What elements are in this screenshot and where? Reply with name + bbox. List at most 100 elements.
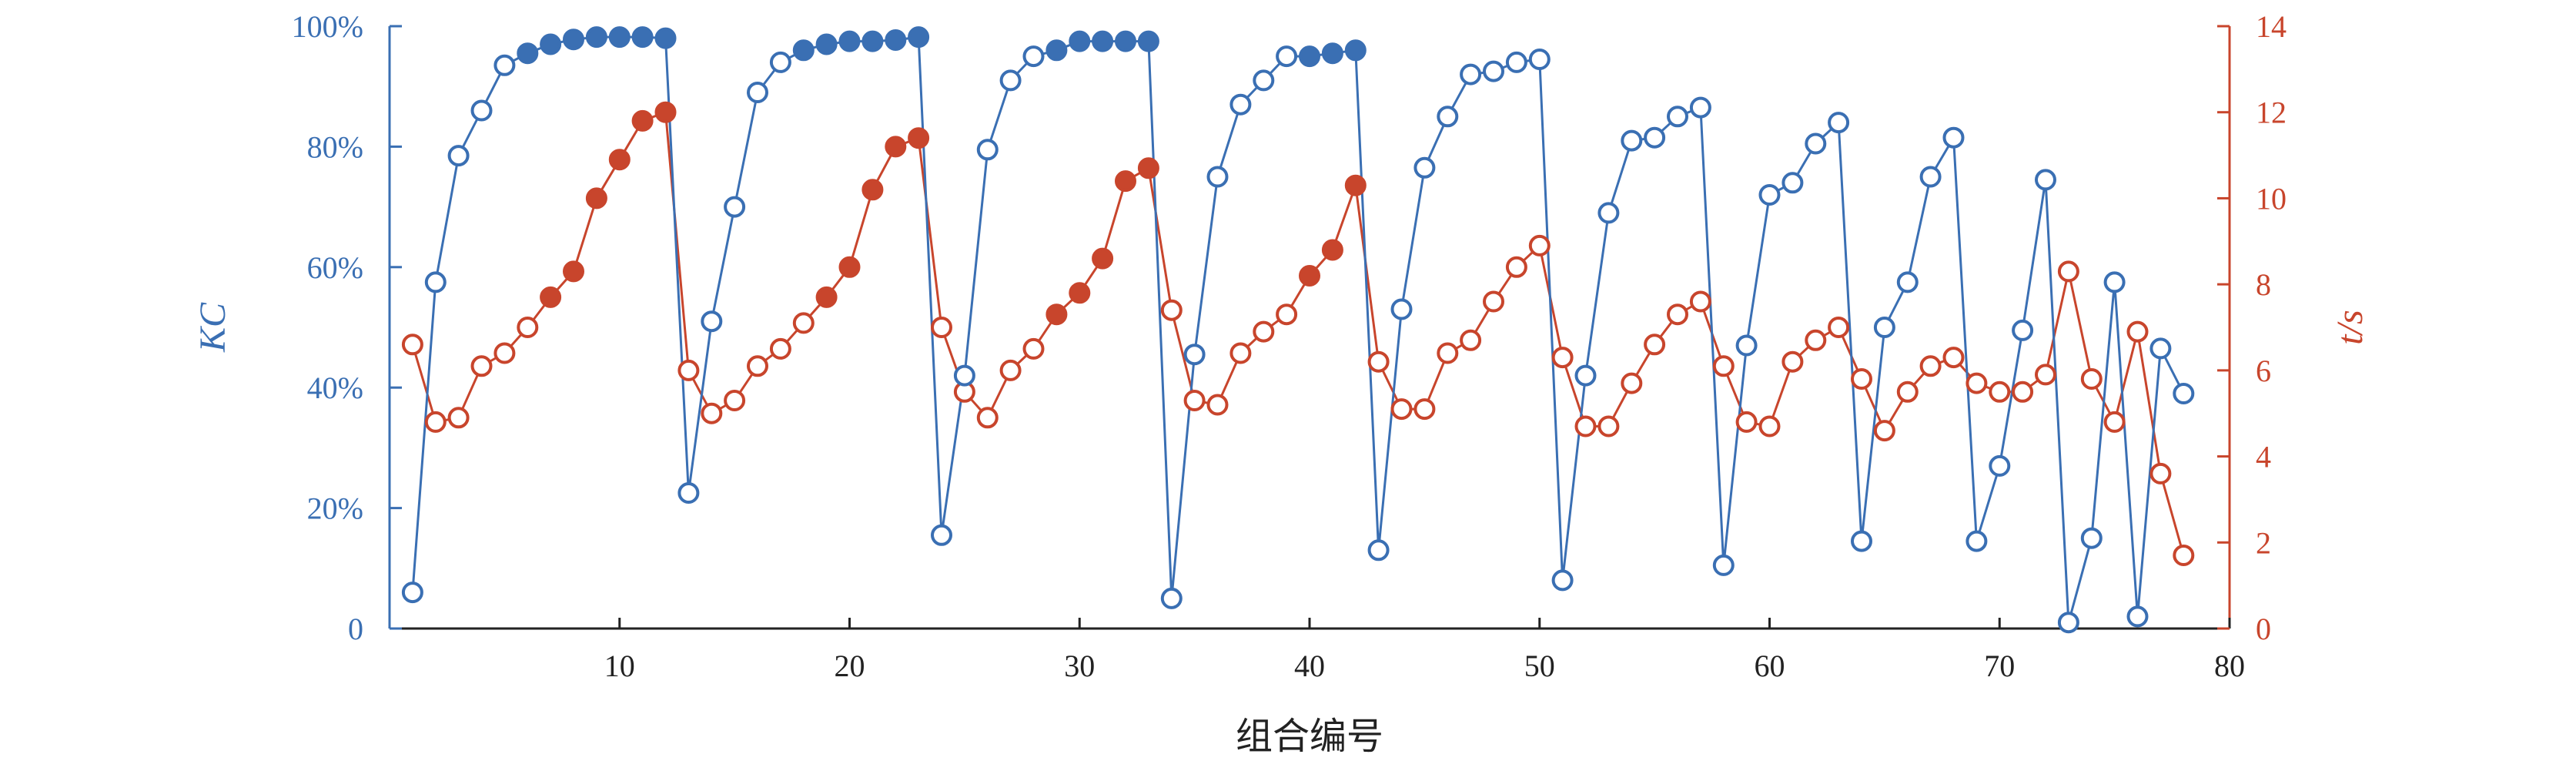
labels: 组合编号 KC t/s: [192, 302, 2370, 757]
time-point: [540, 286, 562, 308]
left-y-tick-label: 40%: [307, 370, 363, 405]
x-tick-label: 50: [1524, 649, 1555, 683]
right-y-axis-title: t/s: [2330, 310, 2370, 344]
kc-point: [999, 69, 1022, 92]
kc-point: [2103, 271, 2126, 293]
time-point: [1460, 329, 1482, 351]
time-point: [976, 407, 999, 429]
kc-point: [1873, 317, 1895, 338]
time-point: [885, 136, 907, 158]
time-point: [2126, 320, 2149, 343]
x-tick-label: 60: [1755, 649, 1785, 683]
kc-point: [931, 524, 952, 546]
kc-point: [792, 39, 815, 62]
time-point: [1735, 411, 1758, 433]
kc-point: [631, 26, 654, 49]
kc-point: [493, 54, 516, 76]
time-point: [2149, 462, 2172, 484]
time-point: [470, 355, 493, 377]
kc-point: [908, 26, 930, 49]
kc-point: [747, 82, 768, 103]
kc-point: [1229, 93, 1252, 116]
time-point: [1505, 256, 1527, 278]
kc-point: [1299, 45, 1320, 68]
time-point: [1160, 299, 1183, 321]
time-point: [424, 411, 447, 433]
time-point: [1253, 320, 1275, 343]
right-y-tick-label: 10: [2256, 181, 2287, 216]
kc-point: [1644, 126, 1666, 149]
time-point: [1805, 329, 1827, 351]
right-y-tick-label: 12: [2256, 96, 2287, 130]
time-point: [1781, 350, 1804, 373]
kc-point: [1621, 129, 1643, 152]
kc-point: [1989, 454, 2011, 477]
time-point: [631, 109, 654, 132]
right-y-tick-label: 6: [2256, 354, 2271, 388]
kc-point: [677, 482, 700, 504]
series-markers: [401, 26, 2195, 634]
time-point: [1597, 415, 1620, 437]
time-point: [1183, 390, 1206, 411]
kc-point: [861, 30, 884, 52]
kc-point: [585, 26, 607, 49]
kc-point: [1460, 63, 1482, 85]
kc-point: [1206, 166, 1229, 188]
left-y-tick-label: 20%: [307, 491, 363, 526]
kc-point: [447, 145, 470, 167]
time-point: [1045, 303, 1068, 326]
time-point: [769, 337, 791, 360]
kc-point: [2126, 605, 2149, 628]
time-point: [1367, 350, 1390, 373]
kc-point: [815, 33, 838, 55]
time-point: [2173, 545, 2195, 566]
time-point: [1919, 355, 1942, 377]
time-point: [1989, 380, 2011, 403]
time-point: [1483, 290, 1504, 313]
kc-point: [1022, 45, 1045, 68]
time-point: [1621, 372, 1643, 394]
time-point: [1828, 317, 1850, 338]
time-point: [1551, 347, 1574, 369]
time-point: [838, 256, 861, 278]
right-y-tick-label: 0: [2256, 612, 2271, 646]
kc-point: [1069, 30, 1091, 52]
kc-point: [1390, 298, 1413, 320]
kc-point: [1828, 112, 1850, 134]
time-point: [1137, 157, 1159, 179]
time-point: [1115, 170, 1136, 193]
kc-point: [1965, 530, 1988, 552]
kc-point: [1276, 45, 1298, 68]
time-point: [2103, 411, 2126, 433]
kc-point: [1805, 132, 1827, 155]
time-point: [1574, 415, 1597, 437]
time-point: [701, 402, 723, 424]
time-point: [447, 407, 470, 429]
time-point: [1321, 239, 1343, 261]
time-point: [861, 179, 884, 201]
kc-point: [563, 28, 584, 51]
kc-point: [885, 29, 907, 51]
kc-point: [608, 26, 631, 49]
right-y-tick-label: 4: [2256, 440, 2271, 474]
right-y-tick-label: 2: [2256, 525, 2271, 560]
kc-point: [1344, 39, 1367, 62]
kc-point: [1896, 271, 1919, 293]
kc-point: [540, 33, 562, 55]
time-point: [1644, 334, 1666, 356]
time-point: [747, 355, 768, 377]
kc-point: [838, 30, 861, 52]
kc-point: [1092, 30, 1114, 52]
time-point: [1229, 342, 1252, 364]
kc-point: [1183, 344, 1206, 366]
series-lines: [411, 35, 2185, 624]
time-point: [792, 312, 815, 334]
time-point: [1689, 290, 1711, 313]
kc-series-line: [411, 35, 2185, 624]
time-point: [585, 187, 607, 210]
kc-point: [1758, 184, 1781, 206]
kc-point: [2035, 169, 2056, 191]
time-point: [677, 359, 700, 381]
kc-point: [1735, 334, 1758, 357]
time-point: [1276, 303, 1298, 326]
